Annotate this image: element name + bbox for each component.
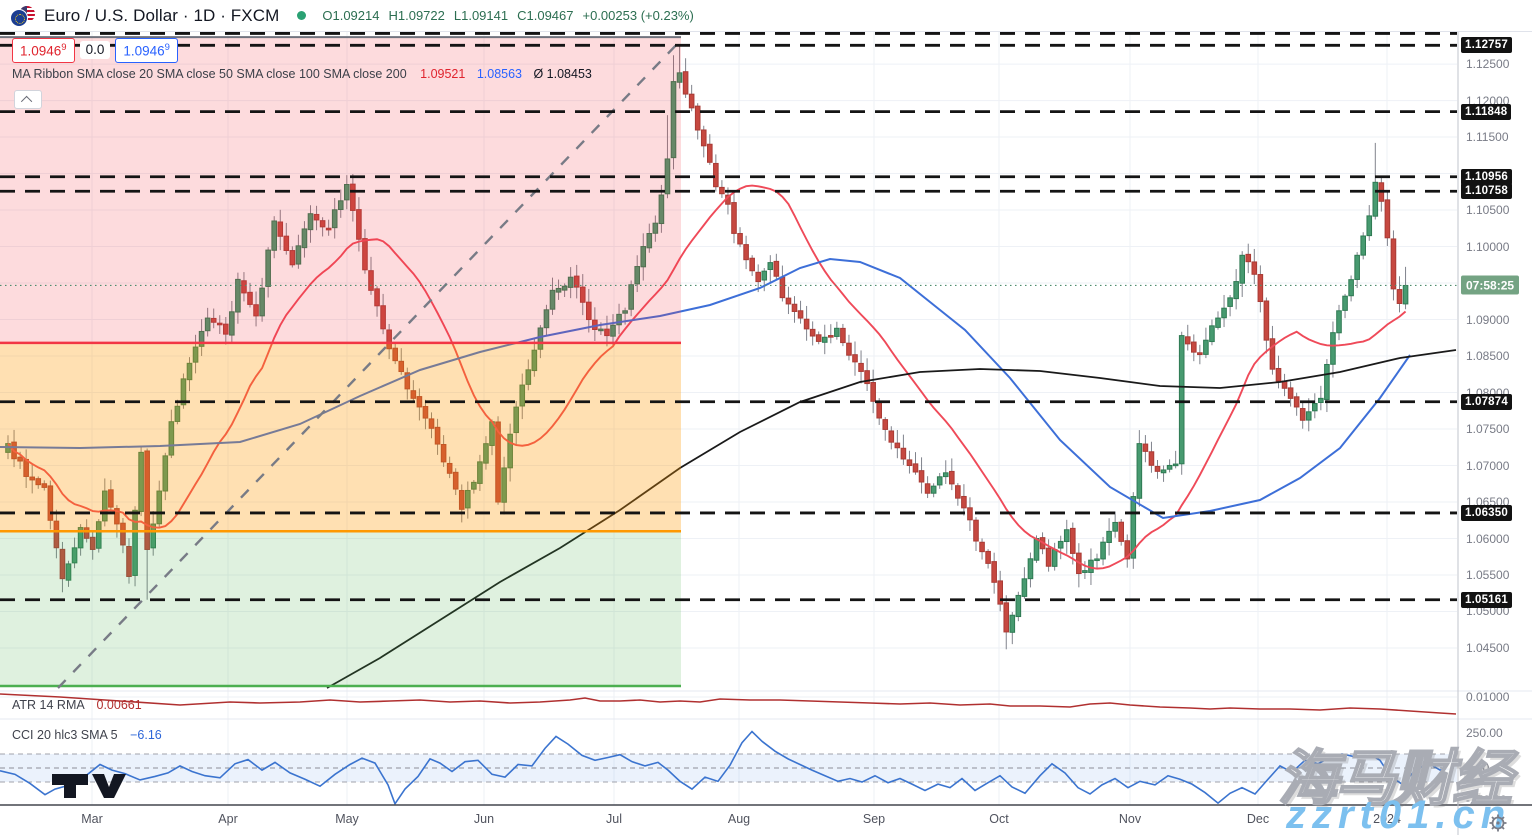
candlestick-series <box>5 45 1409 650</box>
gridlines <box>0 31 1457 805</box>
time-axis-label: May <box>335 812 359 826</box>
zone-orange <box>0 342 681 532</box>
level-price-label: 1.07874 <box>1461 393 1512 410</box>
ohlc-open: O1.09214 <box>322 8 380 23</box>
gear-icon[interactable] <box>1486 811 1510 835</box>
cci-axis-label: -250.00 <box>1466 793 1507 807</box>
tradingview-logo[interactable] <box>52 772 126 798</box>
cci-indicator-legend[interactable]: CCI 20 hlc3 SMA 5 −6.16 <box>12 728 162 742</box>
price-axis-label: 1.04500 <box>1466 640 1510 655</box>
market-open-dot-icon <box>297 11 307 20</box>
cci-value: −6.16 <box>130 728 162 742</box>
ma-fast-value: 1.09521 <box>420 67 466 81</box>
eu-flag-icon <box>10 8 28 27</box>
chevron-up-icon <box>20 95 33 107</box>
ma-slow-value: 1.08563 <box>476 67 522 81</box>
time-axis-label: Dec <box>1246 812 1270 826</box>
ohlc-low: L1.09141 <box>453 8 509 23</box>
price-axis-label: 1.08500 <box>1466 349 1510 364</box>
level-price-label: 1.12757 <box>1461 37 1512 54</box>
price-axis-label: 1.12500 <box>1466 57 1510 72</box>
atr-line <box>0 693 1457 715</box>
ohlc-close: C1.09467 <box>517 8 574 23</box>
price-axis-label: 1.11500 <box>1466 130 1509 145</box>
ohlc-change: +0.00253 (+0.23%) <box>582 8 694 23</box>
time-axis-label: Sep <box>862 812 886 826</box>
price-axis-label: 1.05000 <box>1466 604 1510 619</box>
cci-plot <box>0 730 1457 805</box>
price-box-blue[interactable]: 1.09469 <box>115 38 178 63</box>
time-axis-label: Aug <box>727 812 751 826</box>
sma-200-line <box>326 349 1457 689</box>
price-axis-label: 1.10000 <box>1466 239 1510 254</box>
price-axis-label: 1.07000 <box>1466 458 1510 473</box>
price-axis-label: 1.10500 <box>1466 203 1510 218</box>
cci-axis-label: 250.00 <box>1466 726 1503 740</box>
time-axis-label: 2024 <box>1373 812 1401 826</box>
legend-collapse-button[interactable] <box>14 90 42 109</box>
countdown-label: 07:58:25 <box>1461 275 1520 295</box>
alert-price-boxes: 1.09469 0.0 1.09469 <box>12 38 178 63</box>
time-axis-label: Apr <box>218 812 238 826</box>
ma-ribbon-title: MA Ribbon SMA close 20 SMA close 50 SMA … <box>12 67 407 81</box>
chart-toolbar: Euro / U.S. Dollar · 1D · FXCM O1.09214 … <box>0 0 1532 32</box>
symbol-pair-icon <box>10 4 36 27</box>
level-price-label: 1.11848 <box>1461 103 1512 120</box>
price-axis-label: 1.05500 <box>1466 568 1510 582</box>
level-price-label: 1.05161 <box>1461 591 1512 608</box>
atr-indicator-legend[interactable]: ATR 14 RMA 0.00661 <box>12 698 142 712</box>
level-price-label: 1.06350 <box>1461 504 1512 521</box>
risk-zones <box>0 36 681 688</box>
level-price-label: 1.10758 <box>1461 183 1512 200</box>
ma-average-value: Ø 1.08453 <box>533 67 592 81</box>
atr-name: ATR 14 RMA <box>12 698 85 712</box>
time-axis-label: Jun <box>473 812 495 826</box>
time-axis-label: Oct <box>989 812 1009 826</box>
sma-20-line <box>7 184 1407 570</box>
ohlc-high: H1.09722 <box>388 8 445 23</box>
ma-ribbon-legend[interactable]: MA Ribbon SMA close 20 SMA close 50 SMA … <box>12 67 592 81</box>
zone-green <box>0 531 681 686</box>
support-resistance-levels[interactable] <box>0 32 1457 602</box>
atr-value: 0.00661 <box>96 698 142 712</box>
price-axis-label: 1.09000 <box>1466 312 1510 327</box>
time-axis-label: Jul <box>606 812 622 826</box>
level-price-label: 1.10956 <box>1461 168 1512 185</box>
watermark-line1: 海马财经 <box>1277 744 1513 813</box>
price-box-red[interactable]: 1.09469 <box>12 38 75 63</box>
sma-100-line <box>0 257 1411 520</box>
cci-axis-label: 0.00 <box>1466 761 1490 775</box>
price-axis-label: 1.07500 <box>1466 422 1510 437</box>
time-axis-label: Mar <box>81 812 103 826</box>
trendline[interactable] <box>57 39 682 689</box>
symbol-title[interactable]: Euro / U.S. Dollar · 1D · FXCM <box>44 5 280 25</box>
atr-axis-label: 0.01000 <box>1466 690 1510 704</box>
time-axis-label: Nov <box>1118 812 1142 826</box>
cci-name: CCI 20 hlc3 SMA 5 <box>12 728 118 742</box>
price-axis-label: 1.06000 <box>1466 531 1510 546</box>
ma-ribbon-lines <box>0 184 1457 689</box>
watermark-line2: zzrt01.cn <box>1286 793 1512 835</box>
price-box-middle[interactable]: 0.0 <box>79 41 111 60</box>
